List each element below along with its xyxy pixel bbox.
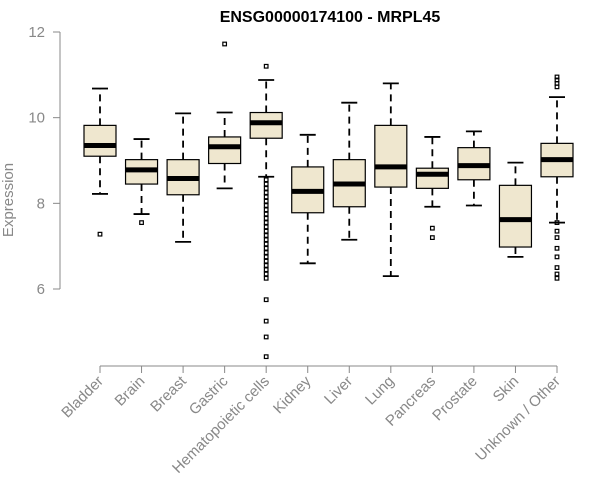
outlier-point xyxy=(554,245,560,251)
outlier-point xyxy=(263,354,269,360)
outlier-point xyxy=(263,228,269,234)
outlier-point xyxy=(429,235,435,241)
outlier-point xyxy=(554,220,560,226)
iqr-box xyxy=(249,111,283,139)
iqr-box xyxy=(374,124,408,188)
x-tick-label: Bladder xyxy=(58,373,107,422)
box-brain xyxy=(124,138,159,226)
y-tick-label: 10 xyxy=(28,110,45,127)
x-tick-label: Skin xyxy=(490,373,523,406)
x-tick-label: Prostate xyxy=(429,373,481,425)
box-prostate xyxy=(457,130,491,207)
outlier-point xyxy=(263,215,269,221)
outlier-point xyxy=(263,211,269,217)
outlier-point xyxy=(263,185,269,191)
outlier-point xyxy=(263,237,269,243)
iqr-box xyxy=(415,167,449,189)
iqr-box xyxy=(498,184,533,248)
outlier-point xyxy=(263,271,269,277)
outlier-point xyxy=(263,245,269,251)
outlier-point xyxy=(263,207,269,213)
boxes-group xyxy=(83,41,574,360)
outlier-point xyxy=(263,233,269,238)
outlier-point xyxy=(554,84,560,90)
outlier-point xyxy=(554,235,560,241)
outlier-point xyxy=(263,297,269,303)
box-breast xyxy=(166,112,200,243)
outlier-point xyxy=(263,334,269,340)
box-skin xyxy=(498,161,533,258)
x-tick-label: Lung xyxy=(362,373,398,409)
box-pancreas xyxy=(415,136,449,241)
iqr-box xyxy=(83,124,117,157)
outlier-point xyxy=(263,220,269,226)
axes: 6 8 10 12 xyxy=(28,24,557,367)
x-tick-label: Brain xyxy=(112,373,149,410)
outlier-point xyxy=(139,220,144,226)
x-tick-label: Kidney xyxy=(270,372,315,417)
y-tick-label: 12 xyxy=(28,24,45,41)
box-kidney xyxy=(291,133,325,265)
box-liver xyxy=(332,101,366,241)
outlier-point xyxy=(554,271,560,277)
outlier-point xyxy=(263,263,269,268)
outlier-point xyxy=(222,41,228,47)
outlier-point xyxy=(554,74,560,80)
y-tick-label: 6 xyxy=(37,281,45,298)
outlier-point xyxy=(554,228,560,234)
outlier-point xyxy=(263,63,269,69)
y-tick-label: 8 xyxy=(37,195,45,212)
outlier-point xyxy=(429,225,435,231)
outlier-point xyxy=(263,194,269,200)
x-tick-label: Liver xyxy=(321,373,356,408)
outlier-point xyxy=(263,190,269,196)
outlier-point xyxy=(554,275,560,281)
x-tick-label: Breast xyxy=(147,372,190,415)
box-unknown-other xyxy=(540,74,574,281)
outlier-point xyxy=(554,254,560,260)
outlier-point xyxy=(263,258,269,264)
outlier-point xyxy=(263,250,269,255)
outlier-point xyxy=(263,254,269,260)
outlier-point xyxy=(97,231,103,237)
outlier-point xyxy=(263,181,269,187)
box-gastric xyxy=(208,41,242,190)
y-axis-label: Expression xyxy=(0,163,17,237)
outlier-point xyxy=(263,203,269,208)
outlier-point xyxy=(263,198,269,204)
outlier-point xyxy=(263,177,269,183)
box-hematopoietic-cells xyxy=(249,63,283,360)
outlier-point xyxy=(263,275,269,281)
outlier-point xyxy=(263,267,269,273)
outlier-point xyxy=(554,265,560,270)
outlier-point xyxy=(263,318,269,324)
box-bladder xyxy=(83,87,117,237)
box-lung xyxy=(374,82,408,278)
outlier-point xyxy=(263,224,269,230)
outlier-point xyxy=(263,241,269,247)
chart-title: ENSG00000174100 - MRPL45 xyxy=(220,9,441,26)
iqr-box xyxy=(208,136,242,165)
